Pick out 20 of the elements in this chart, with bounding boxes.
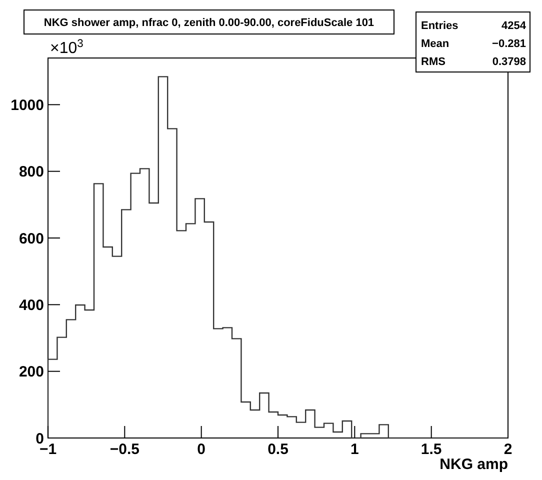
x-tick-label: 2 xyxy=(504,441,512,458)
text: Mean xyxy=(421,38,450,50)
y-tick-label: 600 xyxy=(18,230,44,248)
text: ×10$^{3}$ xyxy=(50,38,84,57)
x-axis-title: NKG amp xyxy=(440,456,508,473)
text: Entries xyxy=(421,20,458,32)
x-tick-label: 0 xyxy=(197,441,206,458)
x-tick-label: 1 xyxy=(350,441,359,458)
x-tick-label: 1.5 xyxy=(420,441,442,458)
y-tick-label: 200 xyxy=(18,364,44,381)
chart-title: NKG shower amp, nfrac 0, zenith 0.00-90.00, coreFiduScale 101 xyxy=(44,17,374,29)
text: −0.281 xyxy=(492,38,526,50)
annotation: 0.3798 xyxy=(492,56,526,68)
text: 4254 xyxy=(502,20,527,32)
y-tick-label: 800 xyxy=(18,164,44,181)
y-tick-label: 1000 xyxy=(10,96,44,114)
x-tick-label: −0.5 xyxy=(110,441,140,458)
x-tick-label: 0.5 xyxy=(268,441,288,458)
y-tick-label: 400 xyxy=(18,296,44,314)
annotation: RMS xyxy=(421,56,446,68)
